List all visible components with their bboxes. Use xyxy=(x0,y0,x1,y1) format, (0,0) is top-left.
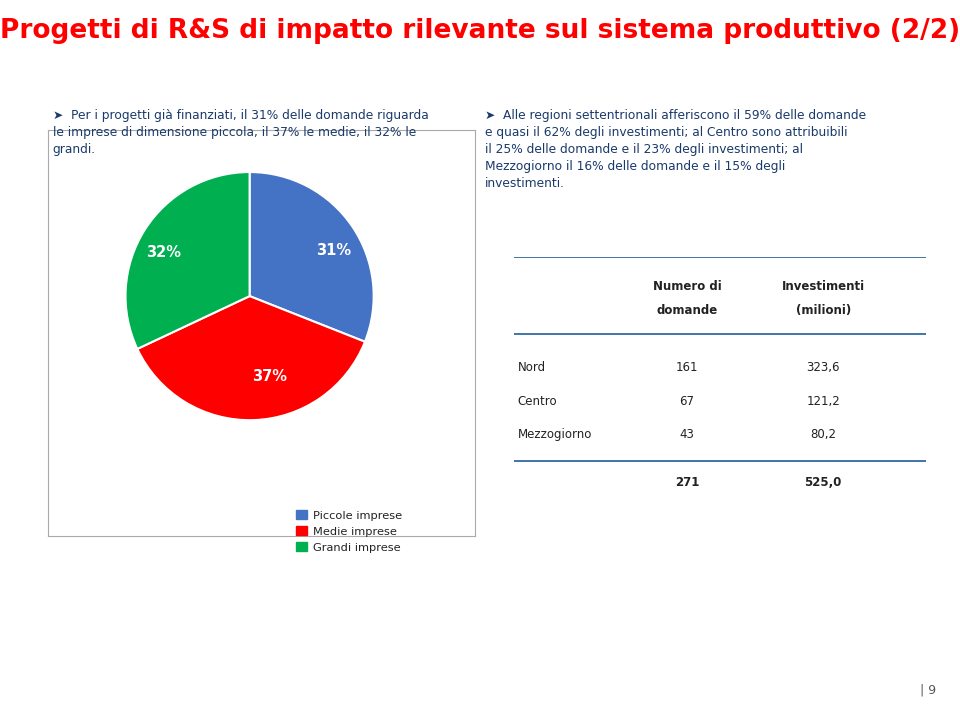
Text: Investimenti: Investimenti xyxy=(781,280,865,293)
Text: Nord: Nord xyxy=(517,361,546,374)
Text: Numero di: Numero di xyxy=(653,280,721,293)
Text: Progetti di R&S di impatto rilevante sul sistema produttivo (2/2): Progetti di R&S di impatto rilevante sul… xyxy=(0,18,960,44)
Text: 161: 161 xyxy=(676,361,698,374)
Text: 80,2: 80,2 xyxy=(810,428,836,441)
Text: domande: domande xyxy=(657,304,718,317)
Text: | 9: | 9 xyxy=(920,684,936,697)
Text: ➤  Per i progetti già finanziati, il 31% delle domande riguarda
le imprese di di: ➤ Per i progetti già finanziati, il 31% … xyxy=(53,109,428,157)
Text: (milioni): (milioni) xyxy=(796,304,851,317)
Wedge shape xyxy=(126,172,250,349)
Text: 32%: 32% xyxy=(147,245,181,260)
Text: ➤  Alle regioni settentrionali afferiscono il 59% delle domande
e quasi il 62% d: ➤ Alle regioni settentrionali afferiscon… xyxy=(485,109,866,190)
Text: 271: 271 xyxy=(675,476,699,489)
Text: Mezzogiorno: Mezzogiorno xyxy=(517,428,592,441)
Wedge shape xyxy=(137,296,365,420)
Text: Centro: Centro xyxy=(517,395,558,407)
Text: Il profilo delle imprese per i progetti  finanziati: Il profilo delle imprese per i progetti … xyxy=(266,66,694,81)
Text: 121,2: 121,2 xyxy=(806,395,840,407)
Legend: Piccole imprese, Medie imprese, Grandi imprese: Piccole imprese, Medie imprese, Grandi i… xyxy=(291,505,406,557)
Text: 31%: 31% xyxy=(316,243,351,258)
Text: 525,0: 525,0 xyxy=(804,476,842,489)
Text: 43: 43 xyxy=(680,428,694,441)
Wedge shape xyxy=(250,172,373,342)
Text: 37%: 37% xyxy=(252,369,287,384)
Text: 323,6: 323,6 xyxy=(806,361,840,374)
Text: 67: 67 xyxy=(680,395,694,407)
